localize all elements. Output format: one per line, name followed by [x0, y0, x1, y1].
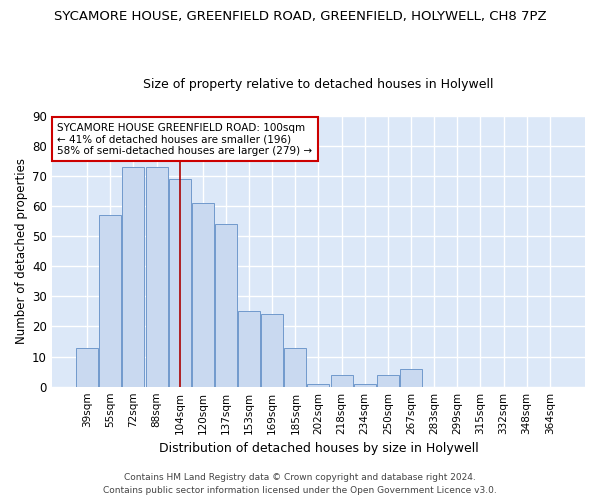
Bar	[238, 312, 260, 386]
Bar	[331, 374, 353, 386]
Bar	[400, 368, 422, 386]
Text: SYCAMORE HOUSE GREENFIELD ROAD: 100sqm
← 41% of detached houses are smaller (196: SYCAMORE HOUSE GREENFIELD ROAD: 100sqm ←…	[57, 122, 313, 156]
Bar	[215, 224, 237, 386]
Bar	[261, 314, 283, 386]
Bar	[377, 374, 399, 386]
Bar	[146, 167, 167, 386]
Y-axis label: Number of detached properties: Number of detached properties	[15, 158, 28, 344]
Bar	[354, 384, 376, 386]
Bar	[169, 179, 191, 386]
X-axis label: Distribution of detached houses by size in Holywell: Distribution of detached houses by size …	[158, 442, 478, 455]
Bar	[284, 348, 307, 387]
Bar	[192, 203, 214, 386]
Bar	[76, 348, 98, 387]
Title: Size of property relative to detached houses in Holywell: Size of property relative to detached ho…	[143, 78, 494, 91]
Bar	[307, 384, 329, 386]
Bar	[99, 215, 121, 386]
Text: SYCAMORE HOUSE, GREENFIELD ROAD, GREENFIELD, HOLYWELL, CH8 7PZ: SYCAMORE HOUSE, GREENFIELD ROAD, GREENFI…	[53, 10, 547, 23]
Bar	[122, 167, 145, 386]
Text: Contains HM Land Registry data © Crown copyright and database right 2024.
Contai: Contains HM Land Registry data © Crown c…	[103, 474, 497, 495]
